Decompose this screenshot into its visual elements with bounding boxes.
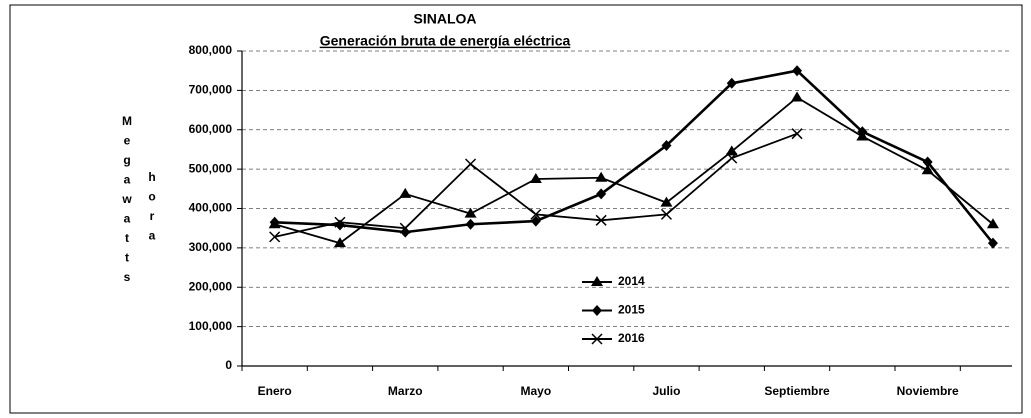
data-point	[857, 126, 868, 138]
y-tick-label: 500,000	[189, 161, 233, 175]
y-tick-label: 300,000	[189, 240, 233, 254]
data-point	[660, 196, 673, 207]
data-point	[726, 152, 738, 164]
data-point	[465, 158, 477, 170]
x-tick-label: Septiembre	[764, 384, 830, 398]
series-line	[274, 69, 994, 244]
data-point	[465, 218, 476, 230]
data-point	[595, 171, 608, 182]
data-point	[661, 140, 672, 151]
y-tick-label: 200,000	[189, 279, 233, 293]
y-tick-label: 700,000	[189, 83, 233, 97]
chart-title: SINALOA	[414, 11, 477, 27]
data-point	[400, 226, 411, 238]
data-point	[987, 237, 998, 249]
data-point	[595, 214, 607, 226]
y-tick-label: 800,000	[189, 43, 233, 57]
data-point	[986, 218, 999, 229]
y-tick-label: 600,000	[189, 122, 233, 136]
chart-subtitle: Generación bruta de energía eléctrica	[320, 33, 571, 49]
legend-marker	[592, 305, 602, 316]
data-point	[530, 215, 541, 227]
data-point	[529, 172, 542, 183]
data-point	[333, 237, 346, 248]
legend-label: 2016	[618, 331, 645, 345]
data-point	[921, 164, 934, 175]
data-point	[791, 128, 803, 140]
legend-label: 2015	[618, 303, 645, 317]
data-point	[596, 188, 607, 200]
data-point	[792, 65, 803, 77]
data-point	[269, 231, 281, 243]
data-point	[660, 208, 672, 220]
x-tick-label: Julio	[652, 384, 680, 398]
y-tick-label: 400,000	[189, 201, 233, 215]
data-point	[726, 77, 737, 89]
x-tick-label: Noviembre	[897, 384, 959, 398]
legend-marker	[591, 333, 603, 345]
x-tick-label: Marzo	[388, 384, 423, 398]
series-line	[274, 96, 994, 245]
data-point	[399, 222, 411, 234]
y-tick-label: 0	[225, 358, 232, 372]
data-point	[334, 216, 346, 228]
data-point	[530, 208, 542, 220]
y-tick-label: 100,000	[189, 319, 233, 333]
data-point	[725, 145, 738, 156]
legend-label: 2014	[618, 274, 645, 288]
data-point	[269, 216, 280, 228]
data-point	[464, 207, 477, 218]
data-point	[399, 187, 412, 198]
data-point	[922, 156, 933, 168]
x-tick-label: Enero	[258, 384, 292, 398]
data-point	[791, 91, 804, 102]
chart-frame	[9, 4, 1023, 414]
legend-marker	[591, 276, 603, 286]
x-tick-label: Mayo	[521, 384, 552, 398]
